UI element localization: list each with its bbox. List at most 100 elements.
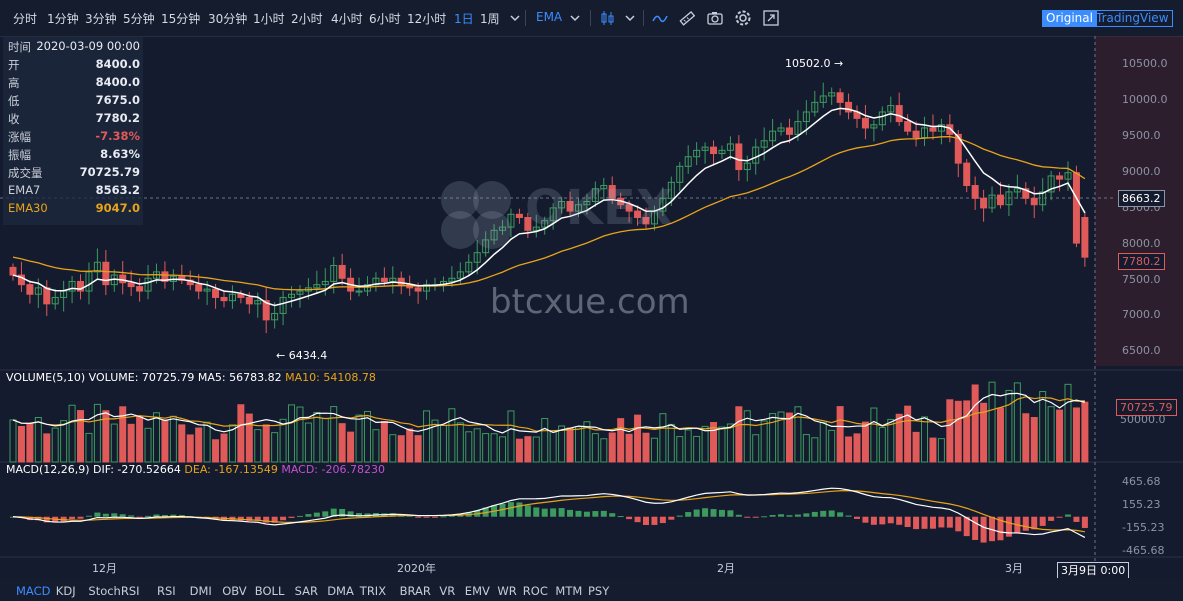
indicator-tab[interactable]: BOLL <box>254 584 285 598</box>
candle-body <box>608 185 616 199</box>
candle-body <box>414 287 422 292</box>
volume-bar <box>617 418 625 463</box>
volume-bar <box>321 418 329 463</box>
info-value: 8400.0 <box>95 75 140 89</box>
indicator-tab[interactable]: TRIX <box>359 584 387 598</box>
macd-histogram-bar <box>609 513 616 517</box>
candle-body <box>77 280 85 292</box>
volume-bar <box>34 417 42 463</box>
indicator-tab[interactable]: BRAR <box>399 584 431 598</box>
indicator-tab[interactable]: DMA <box>327 584 354 598</box>
timeframe-tab[interactable]: 分时 <box>13 12 38 26</box>
chevron-down-icon[interactable] <box>620 8 640 28</box>
candle-body <box>583 201 591 206</box>
chevron-down-icon[interactable] <box>565 8 585 28</box>
volume-bar <box>811 437 819 463</box>
info-row: EMA7 8563.2 <box>8 183 140 200</box>
macd-histogram-bar <box>803 513 810 517</box>
indicator-tab[interactable]: MACD <box>16 584 51 598</box>
chevron-down-icon[interactable] <box>505 8 525 28</box>
indicator-tab[interactable]: VR <box>439 584 456 598</box>
volume-bar <box>954 400 962 463</box>
indicator-tab[interactable]: PSY <box>588 584 610 598</box>
indicator-tab[interactable]: SAR <box>294 584 318 598</box>
macd-histogram-bar <box>854 516 860 519</box>
volume-bar <box>701 425 709 463</box>
volume-bar <box>93 403 101 463</box>
candle-body <box>296 290 304 295</box>
macd-histogram-bar <box>541 508 548 517</box>
indicator-tab[interactable]: KDJ <box>55 584 76 598</box>
original-chart-button[interactable]: Original <box>1042 10 1097 27</box>
info-value: 70725.79 <box>79 165 140 179</box>
macd-histogram-bar <box>744 516 751 518</box>
macd-histogram-bar <box>761 516 768 518</box>
candle-body <box>1064 172 1072 180</box>
timeframe-tab[interactable]: 1小时 <box>253 12 285 26</box>
timeframe-tab[interactable]: 12小时 <box>407 12 447 26</box>
volume-bar <box>152 412 160 463</box>
indicator-tab[interactable]: EMV <box>464 584 490 598</box>
macd-histogram-bar <box>136 516 143 518</box>
timeframe-tab[interactable]: 1分钟 <box>47 12 79 26</box>
ohlc-info-panel: 时间 2020-03-09 00:00 开 8400.0 高 8400.0 低 7675.0 收… <box>3 37 143 225</box>
fullscreen-icon[interactable] <box>761 8 781 28</box>
macd-histogram-bar <box>710 509 717 517</box>
tradingview-chart-button[interactable]: TradingView <box>1092 10 1173 27</box>
volume-bar <box>271 432 279 463</box>
volume-bar <box>1005 389 1013 463</box>
candle-type-icon[interactable] <box>598 8 618 28</box>
timeframe-tab[interactable]: 2小时 <box>291 12 323 26</box>
indicator-tab[interactable]: ROC <box>522 584 548 598</box>
timeframe-tab[interactable]: 1周 <box>480 12 500 26</box>
timeframe-tab[interactable]: 15分钟 <box>161 12 201 26</box>
indicator-tab[interactable]: StochRSI <box>88 584 140 598</box>
macd-histogram-bar <box>507 502 514 517</box>
camera-icon[interactable] <box>705 8 725 28</box>
volume-bar <box>186 434 194 463</box>
volume-bar <box>414 435 422 463</box>
volume-bar <box>1081 401 1089 463</box>
candle-body <box>625 204 633 212</box>
timeframe-tab[interactable]: 4小时 <box>331 12 363 26</box>
indicator-tabs: MACD KDJ StochRSI RSI DMI OBV BOLL SAR DMA TRIX BR… <box>0 578 1183 601</box>
timeframe-tab[interactable]: 3分钟 <box>85 12 117 26</box>
timeframe-tab[interactable]: 30分钟 <box>208 12 248 26</box>
timeframe-tab[interactable]: 6小时 <box>369 12 401 26</box>
candle-body <box>51 296 59 305</box>
timeframe-tab[interactable]: 5分钟 <box>123 12 155 26</box>
candle-body <box>996 194 1004 206</box>
indicator-wave-icon[interactable] <box>650 8 670 28</box>
candle-body <box>904 121 912 132</box>
timeframe-tab[interactable]: 1日 <box>454 12 474 26</box>
macd-histogram-bar <box>946 516 953 528</box>
candle-body <box>161 271 169 282</box>
indicator-tab[interactable]: WR <box>497 584 517 598</box>
indicator-tab[interactable]: DMI <box>189 584 212 598</box>
volume-bar <box>313 411 321 463</box>
candle-body <box>845 101 853 113</box>
settings-gear-icon[interactable] <box>733 8 753 28</box>
volume-bar <box>169 415 177 463</box>
candle-body <box>600 185 608 190</box>
indicator-tab[interactable]: RSI <box>157 584 176 598</box>
info-value: 7675.0 <box>95 93 140 107</box>
macd-histogram-bar <box>963 516 970 537</box>
volume-bar <box>1072 407 1080 463</box>
macd-histogram-bar <box>423 516 430 518</box>
candle-body <box>794 121 802 135</box>
info-row: 收 7780.2 <box>8 111 140 128</box>
macd-histogram-bar <box>313 512 320 517</box>
candle-body <box>701 146 709 151</box>
info-row: 高 8400.0 <box>8 75 140 92</box>
volume-bar <box>60 420 68 463</box>
indicator-tab[interactable]: OBV <box>222 584 247 598</box>
ruler-icon[interactable] <box>677 8 697 28</box>
macd-histogram-bar <box>94 512 101 517</box>
volume-bar <box>870 407 878 463</box>
volume-bar <box>887 418 895 463</box>
info-key: 收 <box>8 112 20 126</box>
indicator-tab[interactable]: MTM <box>555 584 583 598</box>
indicator-dropdown-ema[interactable]: EMA <box>536 10 563 24</box>
macd-histogram-bar <box>305 514 312 517</box>
